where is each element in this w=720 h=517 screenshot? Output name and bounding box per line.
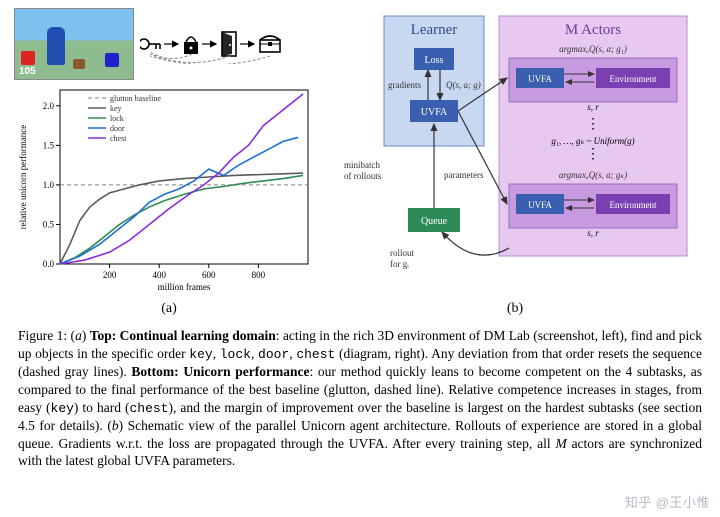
figure-caption: Figure 1: (a) Top: Continual learning do… bbox=[0, 323, 720, 470]
caption-a-bot-label: Bottom: Unicorn performance bbox=[131, 364, 309, 379]
seq-door: door bbox=[258, 347, 289, 362]
svg-text:⋮: ⋮ bbox=[586, 147, 600, 162]
svg-text:argmaxₐQ(s, a; gₖ): argmaxₐQ(s, a; gₖ) bbox=[559, 170, 627, 180]
sequence-diagram bbox=[140, 24, 300, 64]
figure-right-column: Learner Loss UVFA gradients Q(s, a; g) M Acto… bbox=[324, 8, 706, 299]
caption-lead: Figure 1: bbox=[18, 328, 67, 343]
svg-text:1.5: 1.5 bbox=[43, 140, 55, 150]
svg-text:Loss: Loss bbox=[425, 55, 444, 66]
hud-text: 105 bbox=[19, 66, 36, 77]
dm-lab-screenshot: 105 bbox=[14, 8, 134, 80]
svg-text:door: door bbox=[110, 124, 125, 133]
svg-text:chest: chest bbox=[110, 134, 127, 143]
svg-text:argmaxₐQ(s, a; g₁): argmaxₐQ(s, a; g₁) bbox=[559, 44, 627, 54]
svg-text:s, r: s, r bbox=[587, 102, 599, 112]
svg-text:relative unicorn performance: relative unicorn performance bbox=[18, 125, 28, 229]
svg-text:of rollouts: of rollouts bbox=[344, 171, 382, 181]
svg-text:600: 600 bbox=[202, 270, 216, 280]
screenshot-object bbox=[21, 51, 35, 65]
svg-text:g₁, …, gₖ ~ Uniform(g): g₁, …, gₖ ~ Uniform(g) bbox=[551, 136, 634, 146]
svg-text:Q(s, a; g): Q(s, a; g) bbox=[446, 80, 481, 90]
svg-text:M Actors: M Actors bbox=[565, 22, 621, 38]
svg-text:rollout: rollout bbox=[390, 248, 414, 258]
svg-text:parameters: parameters bbox=[444, 170, 484, 180]
svg-text:Environment: Environment bbox=[610, 200, 657, 210]
svg-text:million frames: million frames bbox=[158, 282, 211, 292]
caption-a-top-label: Top: Continual learning domain bbox=[90, 328, 276, 343]
svg-text:Learner: Learner bbox=[411, 22, 458, 38]
subfig-label-b: (b) bbox=[324, 301, 706, 317]
svg-text:UVFA: UVFA bbox=[421, 107, 448, 118]
svg-text:UVFA: UVFA bbox=[528, 74, 552, 84]
easy-task: key bbox=[51, 401, 74, 416]
svg-text:lock: lock bbox=[110, 114, 124, 123]
svg-text:UVFA: UVFA bbox=[528, 200, 552, 210]
seq-chest: chest bbox=[296, 347, 335, 362]
svg-text:s, r: s, r bbox=[587, 228, 599, 238]
svg-text:0.5: 0.5 bbox=[43, 219, 55, 229]
svg-text:minibatch: minibatch bbox=[344, 160, 380, 170]
svg-text:glutton baseline: glutton baseline bbox=[110, 94, 161, 103]
svg-text:2.0: 2.0 bbox=[43, 101, 55, 111]
subfig-label-a: (a) bbox=[14, 301, 324, 317]
sequence-svg bbox=[140, 24, 300, 64]
svg-text:gradients: gradients bbox=[388, 80, 421, 90]
hard-task: chest bbox=[129, 401, 168, 416]
subfigure-labels: (a) (b) bbox=[0, 299, 720, 323]
screenshot-object bbox=[47, 27, 65, 65]
svg-text:Environment: Environment bbox=[610, 74, 657, 84]
svg-text:200: 200 bbox=[103, 270, 117, 280]
seq-key: key bbox=[189, 347, 212, 362]
top-row: 105 bbox=[14, 8, 314, 80]
svg-text:key: key bbox=[110, 104, 122, 113]
caption-M: M bbox=[555, 436, 566, 451]
svg-text:Queue: Queue bbox=[421, 216, 448, 227]
screenshot-object bbox=[105, 53, 119, 67]
architecture-diagram: Learner Loss UVFA gradients Q(s, a; g) M Acto… bbox=[324, 8, 694, 288]
watermark: 知乎 @王小惟 bbox=[625, 492, 710, 511]
svg-text:for gᵢ: for gᵢ bbox=[390, 259, 409, 269]
svg-text:800: 800 bbox=[252, 270, 266, 280]
svg-text:400: 400 bbox=[152, 270, 166, 280]
screenshot-object bbox=[73, 59, 85, 69]
svg-text:1.0: 1.0 bbox=[43, 180, 55, 190]
caption-text: ) to hard ( bbox=[74, 400, 130, 415]
seq-lock: lock bbox=[220, 347, 251, 362]
figure-area: 105 bbox=[0, 0, 720, 299]
svg-text:0.0: 0.0 bbox=[43, 259, 55, 269]
performance-chart: 0.0 0.5 1.0 1.5 2.0 200 400 600 800 million frame… bbox=[14, 84, 314, 294]
figure-left-column: 105 bbox=[14, 8, 314, 299]
svg-text:⋮: ⋮ bbox=[586, 117, 600, 132]
